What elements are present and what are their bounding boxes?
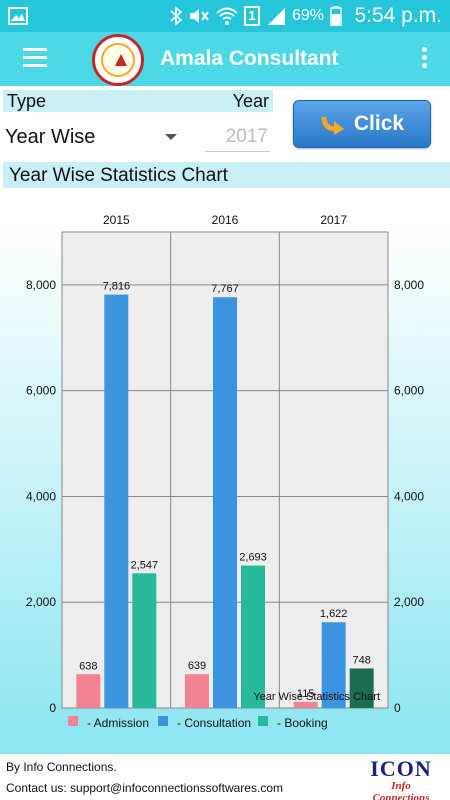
- app-title: Amala Consultant: [160, 47, 339, 70]
- company-logo: ICON Info Connections: [362, 756, 440, 800]
- app-bar: Amala Consultant: [0, 32, 450, 86]
- y-tick-label-left: 4,000: [26, 489, 56, 503]
- legend-swatch: [68, 716, 78, 726]
- bar: [104, 294, 129, 708]
- click-button-label: Click: [353, 112, 405, 135]
- statistics-chart: 0 0 2,000 2,000 4,000 4,000 6,000 6,000 8,000 8,0…: [26, 213, 424, 730]
- bar-data-label: 115: [297, 688, 315, 700]
- y-tick-label-left: 8,000: [26, 278, 56, 292]
- hamburger-menu-icon[interactable]: [23, 48, 47, 68]
- company-logo-tagline: Info Connections: [372, 780, 430, 800]
- logo-emblem-icon: [115, 54, 127, 66]
- bar: [132, 573, 157, 708]
- bar-data-label: 748: [352, 654, 370, 666]
- bar-data-label: 1,622: [320, 608, 348, 620]
- curved-arrow-icon: [321, 116, 344, 135]
- bar: [349, 668, 374, 708]
- sim-badge: 1: [243, 6, 260, 26]
- app-logo: [92, 34, 144, 86]
- y-tick-label-left: 2,000: [26, 595, 56, 609]
- click-button[interactable]: Click: [293, 100, 431, 148]
- legend-label: - Booking: [277, 716, 328, 730]
- x-tick-label: 2017: [320, 213, 347, 227]
- signal-icon: [267, 8, 285, 25]
- y-tick-label-right: 6,000: [394, 384, 424, 398]
- legend-swatch: [158, 716, 168, 726]
- chart-section-title: Year Wise Statistics Chart: [3, 162, 450, 188]
- legend-label: - Admission: [87, 716, 149, 730]
- bar-data-label: 2,547: [131, 559, 159, 571]
- status-icons: 1 69%: [170, 5, 342, 27]
- battery-icon: [330, 6, 342, 26]
- legend-label: - Consultation: [177, 716, 251, 730]
- y-tick-label-right: 8,000: [394, 278, 424, 292]
- type-spinner-value: Year Wise: [5, 126, 96, 148]
- footer-by-text: By Info Connections.: [6, 760, 117, 774]
- gallery-icon: [8, 7, 28, 25]
- bar-data-label: 639: [188, 660, 206, 672]
- year-label: Year: [232, 91, 269, 111]
- type-spinner[interactable]: Year Wise: [3, 122, 183, 152]
- bar-data-label: 7,767: [211, 283, 239, 295]
- y-tick-label-right: 0: [394, 701, 401, 715]
- bar: [293, 701, 318, 708]
- footer: By Info Connections. Contact us: support…: [0, 754, 450, 800]
- bar: [213, 297, 237, 708]
- y-tick-label-right: 4,000: [394, 489, 424, 503]
- mute-icon: [189, 9, 209, 23]
- battery-percent: 69%: [291, 7, 324, 24]
- bar: [76, 674, 101, 708]
- status-time: 5:54 p.m.: [354, 4, 442, 27]
- y-tick-label-right: 2,000: [394, 595, 424, 609]
- bar-data-label: 7,816: [103, 281, 131, 293]
- legend-swatch: [258, 716, 268, 726]
- more-options-icon[interactable]: [422, 47, 428, 71]
- footer-contact-text: Contact us: support@infoconnectionssoftw…: [6, 781, 283, 795]
- form-label-row: Type Year: [3, 90, 273, 112]
- dropdown-arrow-icon: [165, 134, 177, 140]
- bluetooth-icon: [170, 6, 182, 26]
- bar: [321, 622, 346, 708]
- company-logo-name: ICON: [370, 756, 432, 781]
- bar: [241, 565, 265, 708]
- x-tick-label: 2015: [103, 213, 130, 227]
- type-label: Type: [7, 91, 47, 111]
- bar: [185, 674, 209, 708]
- bar-data-label: 638: [79, 660, 97, 672]
- y-tick-label-left: 6,000: [26, 384, 56, 398]
- year-input[interactable]: [205, 122, 270, 152]
- y-tick-label-left: 0: [49, 701, 56, 715]
- status-bar: 1 69% 5:54 p.m.: [0, 0, 450, 32]
- x-tick-label: 2016: [212, 213, 239, 227]
- bar-data-label: 2,693: [239, 552, 267, 564]
- wifi-icon: [216, 7, 238, 25]
- chart-description: Year Wise Statistics Chart: [253, 691, 380, 703]
